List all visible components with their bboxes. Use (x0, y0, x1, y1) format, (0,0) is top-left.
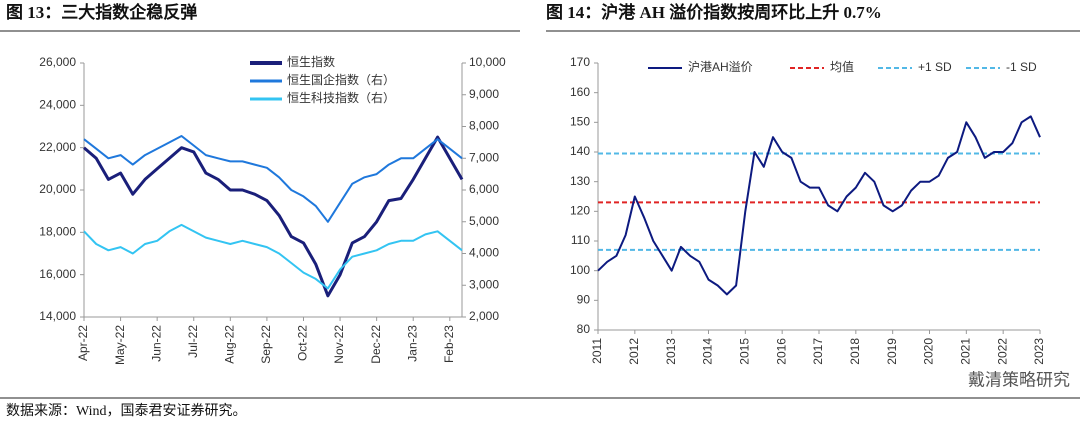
legend-label: +1 SD (918, 60, 952, 74)
x-tick-label: 2023 (1032, 338, 1046, 365)
y-tick-label: 120 (570, 204, 590, 218)
y-tick-label: 110 (571, 233, 590, 247)
y-tick-label: 20,000 (39, 182, 76, 196)
y2-tick-label: 9,000 (469, 87, 499, 101)
y-tick-label: 22,000 (39, 140, 76, 154)
x-tick-label: 2011 (590, 338, 604, 364)
y2-tick-label: 2,000 (469, 309, 499, 323)
y-tick-label: 24,000 (39, 98, 76, 112)
legend-label: 恒生国企指数（右） (287, 72, 395, 87)
x-tick-label: 2015 (738, 338, 752, 365)
watermark: 戴清策略研究 (968, 370, 1070, 389)
x-tick-label: 2022 (995, 338, 1009, 365)
y-tick-label: 18,000 (39, 225, 76, 239)
legend-label: -1 SD (1006, 60, 1037, 74)
legend-label: 恒生指数 (287, 54, 335, 69)
y2-tick-label: 10,000 (469, 55, 506, 69)
y-tick-label: 100 (570, 263, 590, 277)
x-tick-label: Jan-23 (405, 325, 419, 362)
y-tick-label: 170 (570, 55, 590, 69)
y-tick-label: 150 (570, 115, 590, 129)
y-tick-label: 80 (577, 322, 591, 336)
y2-tick-label: 7,000 (469, 150, 499, 164)
x-tick-label: Dec-22 (369, 325, 383, 364)
x-tick-label: 2018 (848, 338, 862, 365)
y2-tick-label: 5,000 (469, 214, 499, 228)
legend-label: 沪港AH溢价 (688, 60, 753, 74)
y-tick-label: 14,000 (39, 309, 76, 323)
x-tick-label: Apr-22 (76, 325, 90, 361)
series-line (83, 223, 463, 290)
x-tick-label: 2020 (922, 338, 936, 365)
x-tick-label: Sep-22 (259, 325, 273, 364)
y-tick-label: 16,000 (39, 267, 76, 281)
x-tick-label: Oct-22 (296, 325, 310, 361)
legend-label: 恒生科技指数（右） (287, 90, 395, 105)
y-tick-label: 26,000 (39, 55, 76, 69)
y-tick-label: 140 (570, 144, 590, 158)
x-tick-label: May-22 (113, 325, 127, 365)
y-tick-label: 90 (577, 293, 591, 307)
series-line (597, 115, 1041, 296)
y2-tick-label: 6,000 (469, 182, 499, 196)
y-tick-label: 130 (570, 174, 590, 188)
x-tick-label: Jul-22 (186, 325, 200, 358)
x-tick-label: Jun-22 (149, 325, 163, 362)
series-line (83, 135, 464, 298)
chart-title: 图 14：沪港 AH 溢价指数按周环比上升 0.7% (546, 2, 882, 22)
x-tick-label: 2017 (811, 338, 825, 365)
x-tick-label: 2012 (627, 338, 641, 365)
series-line (83, 135, 463, 223)
y-tick-label: 160 (570, 85, 590, 99)
x-tick-label: Nov-22 (332, 325, 346, 364)
x-tick-label: 2019 (885, 338, 899, 365)
y2-tick-label: 8,000 (469, 119, 499, 133)
x-tick-label: Feb-23 (442, 325, 456, 363)
x-tick-label: 2013 (664, 338, 678, 365)
x-tick-label: Aug-22 (222, 325, 236, 364)
y2-tick-label: 4,000 (469, 246, 499, 260)
legend-label: 均值 (830, 59, 854, 74)
footer: 数据来源：Wind，国泰君安证券研究。 (6, 403, 247, 419)
x-tick-label: 2021 (959, 338, 973, 365)
x-tick-label: 2014 (701, 338, 715, 365)
chart-title: 图 13：三大指数企稳反弹 (6, 2, 197, 22)
x-tick-label: 2016 (774, 338, 788, 365)
y2-tick-label: 3,000 (469, 277, 499, 291)
